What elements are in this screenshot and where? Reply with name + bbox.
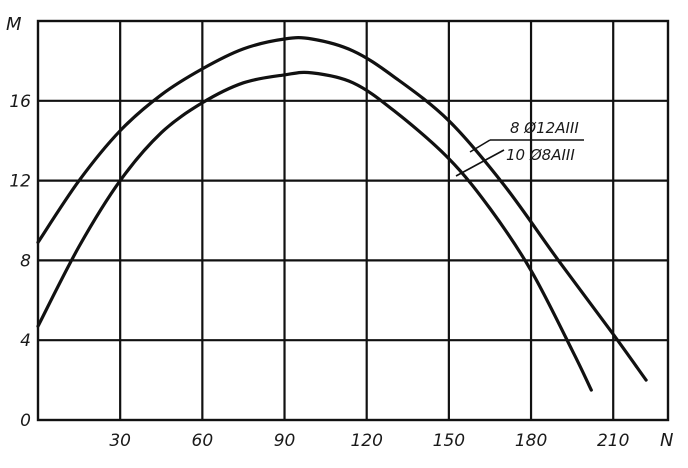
plot-frame: [36, 19, 670, 422]
x-tick-label-30: 30: [109, 431, 131, 451]
series-group: [36, 36, 648, 392]
legend-leader-line-series-1: [469, 139, 491, 153]
y-axis-title: M: [6, 14, 22, 35]
legend-label-series-1: 8 Ø12AIII: [510, 119, 579, 137]
x-tick-label-150: 150: [433, 431, 465, 451]
x-tick-label-210: 210: [597, 431, 629, 451]
x-tick-label-90: 90: [274, 431, 296, 451]
series-line-2: [36, 70, 593, 392]
legend-leader-line-series-2: [455, 149, 505, 177]
x-tick-label-180: 180: [515, 431, 547, 451]
series-line-1: [36, 36, 648, 382]
y-tick-label-4: 4: [20, 331, 31, 351]
y-tick-label-8: 8: [20, 251, 31, 271]
grid: [38, 21, 668, 420]
legend: 8 Ø12AIII 10 Ø8AIII: [455, 119, 584, 177]
y-tick-label-12: 12: [9, 172, 31, 192]
tick-labels: 30 60 90 120 150 180 210 0 4 8 12 16: [9, 92, 629, 451]
x-tick-label-60: 60: [192, 431, 214, 451]
x-axis-title: N: [660, 430, 673, 451]
y-tick-label-0: 0: [20, 411, 31, 431]
x-tick-label-120: 120: [350, 431, 382, 451]
legend-label-series-2: 10 Ø8AIII: [506, 146, 575, 164]
y-tick-label-16: 16: [9, 92, 31, 112]
